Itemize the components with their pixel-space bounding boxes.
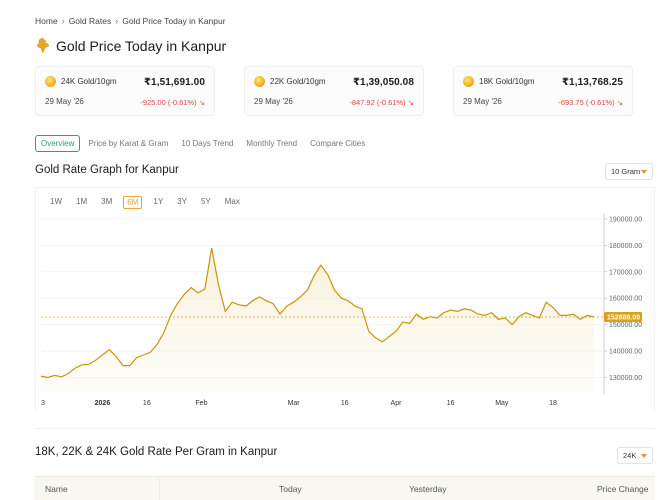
arrow-down-right-icon: ↘ [616, 98, 623, 107]
page-title-row: Gold Price Today in Kanpur [36, 38, 226, 54]
rate-table-header: Name Today Yesterday Price Change [35, 476, 655, 500]
unit-select-value: 10 Gram [611, 167, 641, 176]
y-tick-label: 190000.00 [609, 216, 642, 223]
card-karat-title: 18K Gold/10gm [479, 77, 535, 86]
card-price: ₹1,51,691.00 [144, 77, 205, 88]
card-price: ₹1,13,768.25 [562, 77, 623, 88]
caret-down-icon [641, 169, 647, 174]
column-divider [159, 476, 160, 500]
tab-monthly-trend[interactable]: Monthly Trend [246, 139, 298, 148]
x-tick-label: Feb [195, 400, 207, 407]
graph-title: Gold Rate Graph for Kanpur [35, 164, 179, 176]
x-axis: 3 2026 16 Feb Mar 16 Apr 16 May 18 [41, 400, 557, 407]
karat-select-value: 24K [623, 451, 637, 460]
card-karat-title: 24K Gold/10gm [61, 77, 117, 86]
india-map-icon [36, 38, 50, 54]
gold-coin-icon [463, 76, 474, 87]
card-change: -693.75 (-0.61%) ↘ [558, 98, 623, 107]
y-tick-label: 150000.00 [609, 322, 642, 329]
card-change-value: -847.92 (-0.61%) [349, 98, 406, 107]
x-tick-label: 18 [549, 400, 557, 407]
range-3y[interactable]: 3Y [177, 197, 187, 206]
price-card-24k: 24K Gold/10gm ₹1,51,691.00 29 May '26 -9… [35, 66, 215, 116]
range-1w[interactable]: 1W [50, 197, 62, 206]
y-tick-label: 140000.00 [609, 349, 642, 356]
card-date: 29 May '26 [254, 97, 293, 106]
chart-container [35, 187, 655, 410]
breadcrumb: Home › Gold Rates › Gold Price Today in … [35, 16, 226, 26]
gold-coin-icon [45, 76, 56, 87]
current-price-label: 152888.00 [607, 314, 640, 321]
card-change-value: -693.75 (-0.61%) [558, 98, 615, 107]
breadcrumb-home-link[interactable]: Home [35, 16, 58, 26]
x-tick-label: 16 [447, 400, 455, 407]
gold-coin-icon [254, 76, 265, 87]
arrow-down-right-icon: ↘ [407, 98, 414, 107]
caret-down-icon [641, 453, 647, 458]
tab-price-by-karat[interactable]: Price by Karat & Gram [88, 139, 169, 148]
range-3m[interactable]: 3M [101, 197, 113, 206]
range-1m[interactable]: 1M [76, 197, 88, 206]
x-tick-label: 16 [143, 400, 151, 407]
col-yesterday: Yesterday [409, 484, 447, 494]
x-tick-label: 2026 [95, 400, 111, 407]
col-price-change: Price Change [597, 484, 649, 494]
breadcrumb-gold-rates-link[interactable]: Gold Rates [68, 16, 112, 26]
card-change-value: -925.00 (-0.61%) [140, 98, 197, 107]
card-date: 29 May '26 [45, 97, 84, 106]
price-line [40, 247, 595, 379]
section-divider [35, 428, 655, 429]
range-selector: 1W 1M 3M 6M 1Y 3Y 5Y Max [47, 196, 243, 209]
arrow-down-right-icon: ↘ [198, 98, 205, 107]
karat-select[interactable]: 24K [617, 447, 653, 464]
price-card-22k: 22K Gold/10gm ₹1,39,050.08 29 May '26 -8… [244, 66, 424, 116]
x-tick-label: Mar [288, 400, 301, 407]
y-tick-label: 160000.00 [609, 296, 642, 303]
section-tabs: Overview Price by Karat & Gram 10 Days T… [35, 135, 373, 152]
y-axis: 130000.00 140000.00 150000.00 160000.00 1700… [603, 213, 642, 394]
range-1y[interactable]: 1Y [153, 197, 164, 206]
y-tick-label: 180000.00 [609, 243, 642, 250]
current-price-tag-bg [604, 311, 642, 322]
x-tick-label: 3 [41, 400, 45, 407]
y-tick-label: 130000.00 [609, 375, 642, 382]
tab-compare-cities[interactable]: Compare Cities [310, 139, 366, 148]
current-price-tag: 152888.00 [604, 311, 642, 322]
tab-10-days-trend[interactable]: 10 Days Trend [181, 139, 234, 148]
range-max[interactable]: Max [224, 197, 240, 206]
card-change: -925.00 (-0.61%) ↘ [140, 98, 205, 107]
y-tick-label: 170000.00 [609, 269, 642, 276]
col-name: Name [45, 484, 68, 494]
col-today: Today [279, 484, 302, 494]
unit-select[interactable]: 10 Gram [605, 163, 653, 180]
chevron-right-icon: › [61, 16, 65, 26]
table-title: 18K, 22K & 24K Gold Rate Per Gram in Kan… [35, 446, 278, 458]
card-change: -847.92 (-0.61%) ↘ [349, 98, 414, 107]
card-karat-title: 22K Gold/10gm [270, 77, 326, 86]
range-5y[interactable]: 5Y [200, 197, 211, 206]
card-price: ₹1,39,050.08 [353, 77, 414, 88]
breadcrumb-current: Gold Price Today in Kanpur [122, 16, 226, 26]
x-tick-label: Apr [391, 400, 403, 407]
card-date: 29 May '26 [463, 97, 502, 106]
price-card-18k: 18K Gold/10gm ₹1,13,768.25 29 May '26 -6… [453, 66, 633, 116]
tab-overview[interactable]: Overview [35, 135, 81, 152]
x-tick-label: May [495, 400, 509, 407]
page-title: Gold Price Today in Kanpur [56, 38, 227, 54]
price-area-fill [41, 248, 594, 392]
chevron-right-icon: › [115, 16, 119, 26]
x-tick-label: 16 [341, 400, 349, 407]
range-6m[interactable]: 6M [123, 196, 143, 209]
